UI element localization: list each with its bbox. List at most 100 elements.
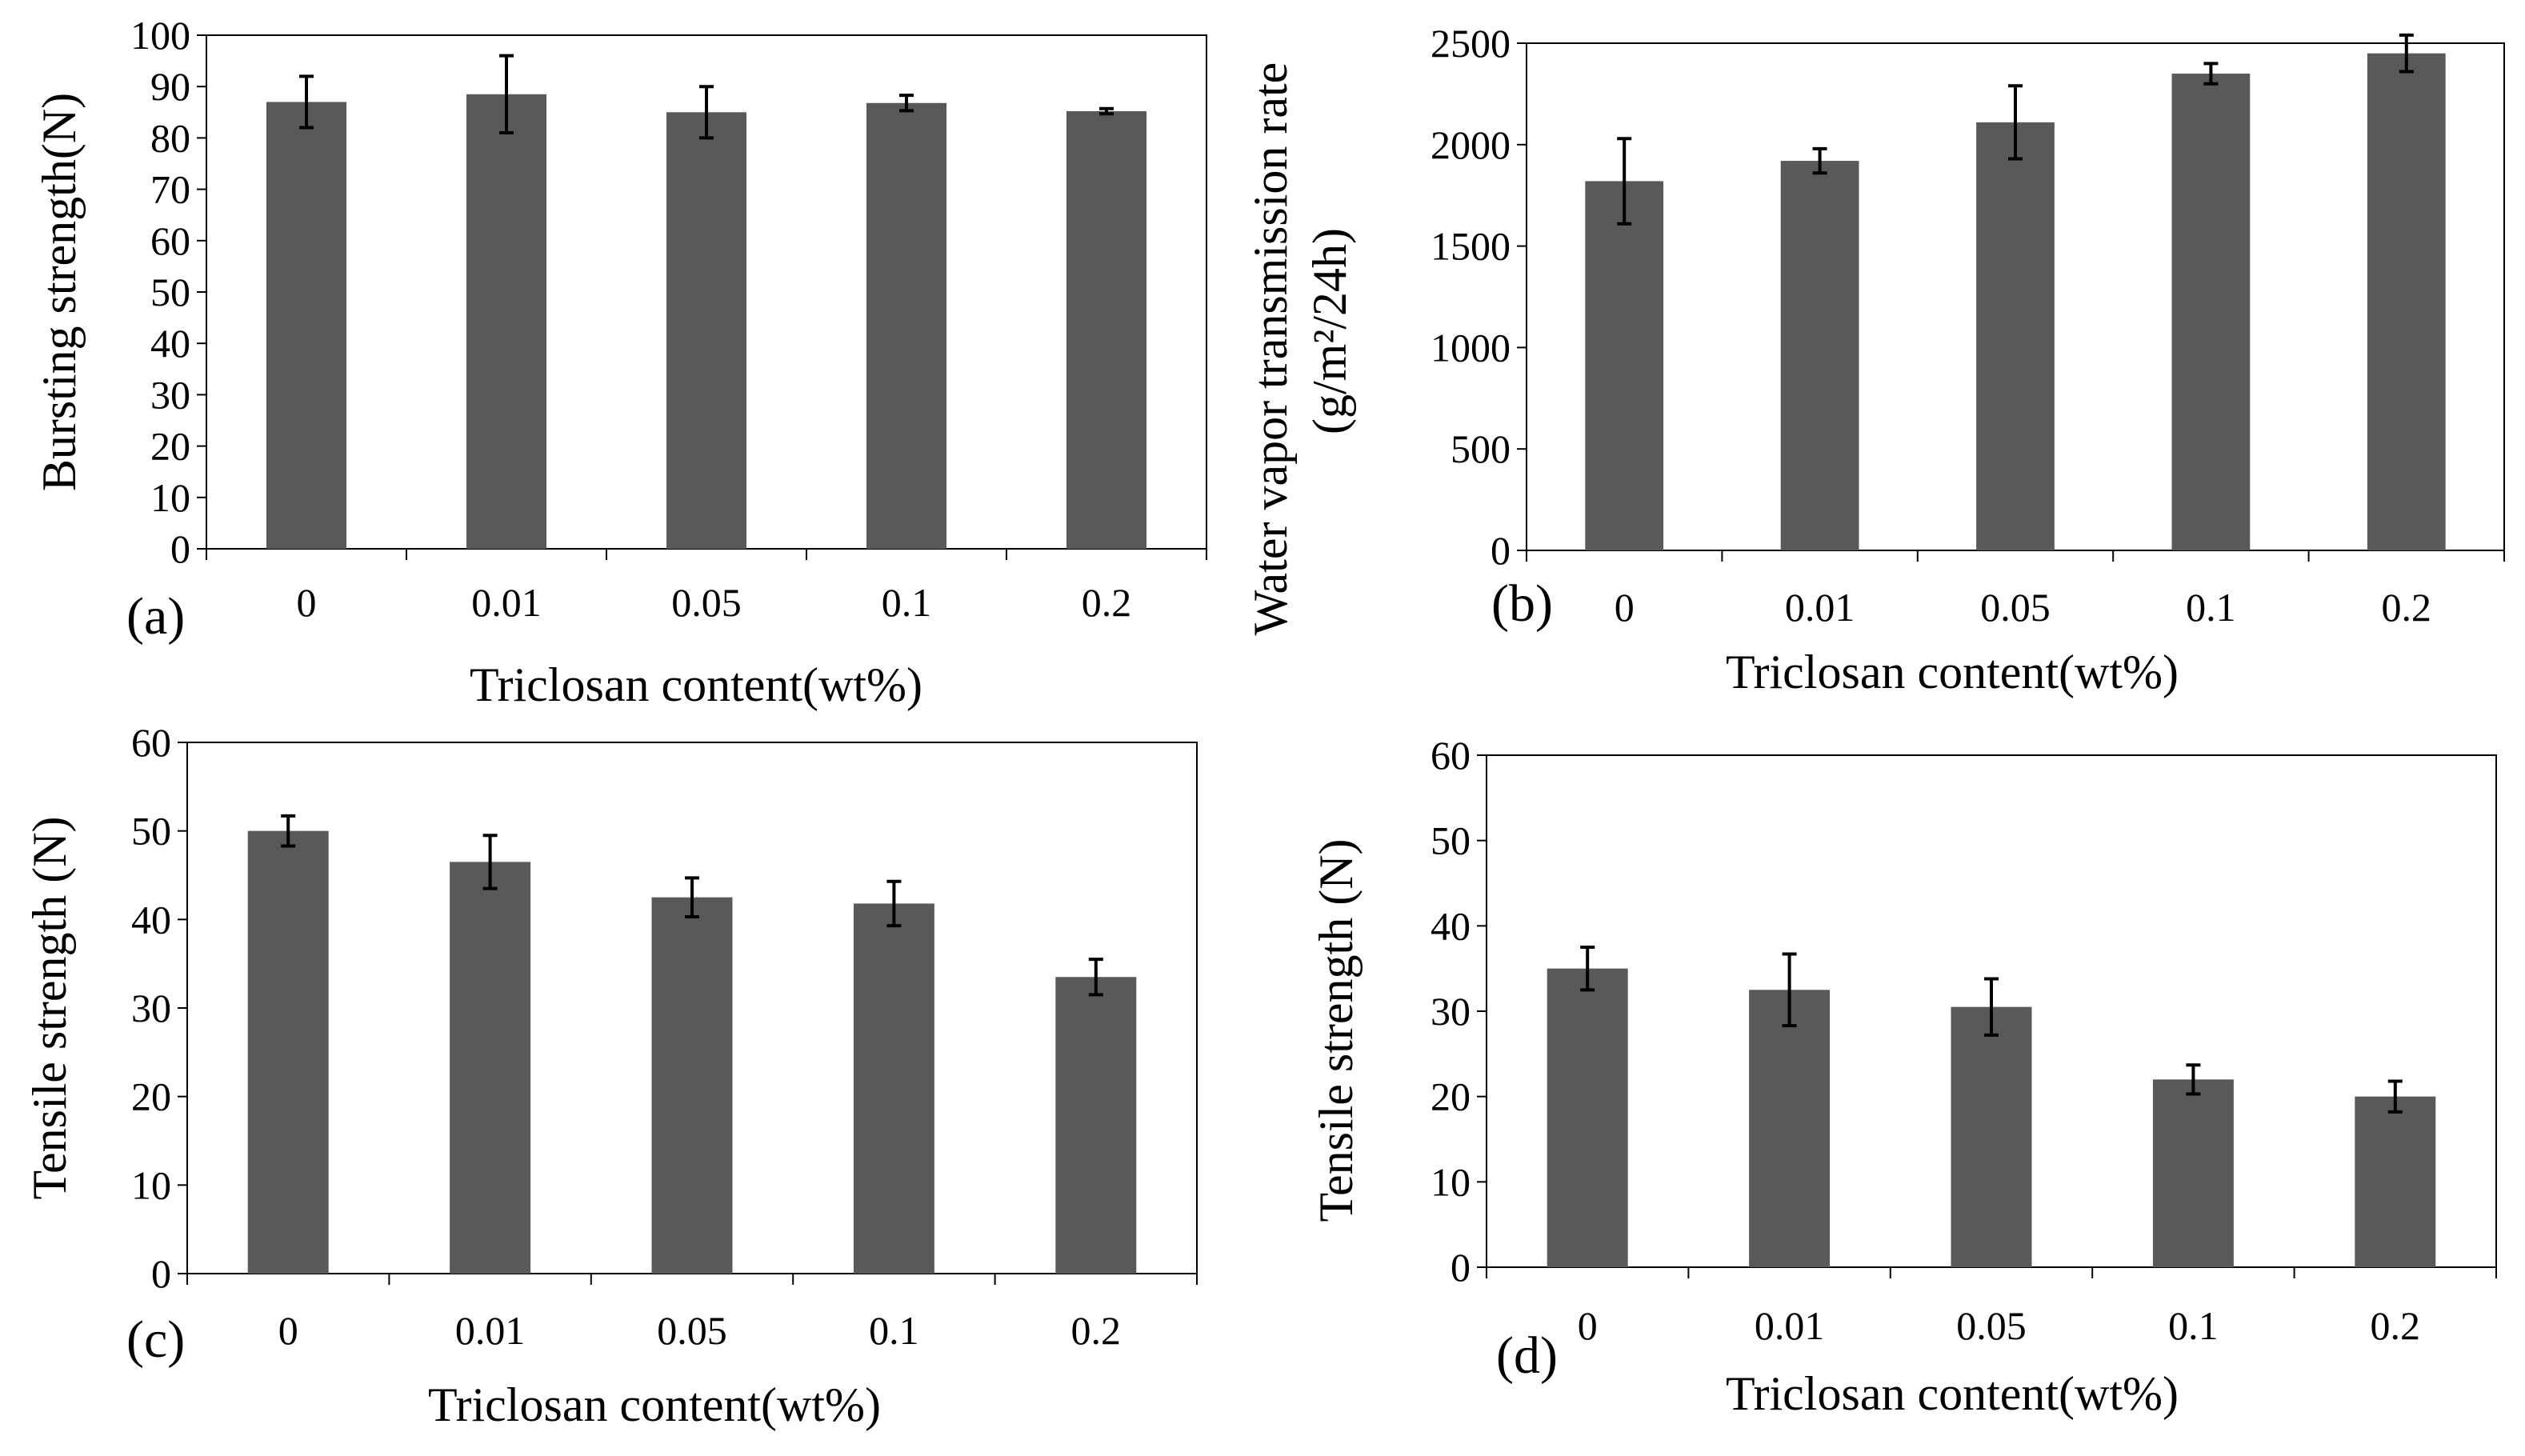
y-tick-label-b-3: 1500 — [1431, 224, 1511, 269]
x-axis-title-c: Triclosan content(wt%) — [428, 1378, 881, 1431]
x-tick-label-d-3: 0.1 — [2168, 1303, 2219, 1348]
x-axis-title-a: Triclosan content(wt%) — [470, 658, 922, 711]
bar-d-4 — [2355, 1096, 2436, 1267]
error-bar-b-4 — [2399, 33, 2414, 74]
x-tick-labels-a: 0 0.01 0.05 0.1 0.2 — [297, 580, 1132, 625]
bar-b-1 — [1780, 161, 1859, 550]
y-tick-label-b-0: 0 — [1491, 528, 1511, 573]
bar-d-2 — [1951, 1006, 2032, 1267]
y-tick-label-a-2: 20 — [150, 424, 190, 469]
panel-d: 0 10 20 30 40 50 60 0 0.01 0.05 0.1 0.2 Tensile st… — [1310, 733, 2497, 1420]
y-tick-label-a-9: 90 — [150, 64, 190, 109]
y-tick-label-a-1: 10 — [150, 475, 190, 520]
x-axis-title-b: Triclosan content(wt%) — [1726, 646, 2179, 698]
y-tick-label-d-0: 0 — [1451, 1245, 1471, 1290]
bar-d-0 — [1547, 968, 1628, 1267]
y-tick-label-a-7: 70 — [150, 167, 190, 212]
y-tick-label-c-1: 10 — [131, 1162, 171, 1207]
x-tick-label-c-2: 0.05 — [657, 1308, 727, 1353]
bar-b-0 — [1585, 181, 1664, 550]
panel-a: 0 10 20 30 40 50 60 70 80 90 100 0 0.01 0.05 0.1 0.2 B… — [33, 13, 1207, 711]
x-tick-label-c-3: 0.1 — [869, 1308, 919, 1353]
y-tick-label-a-6: 60 — [150, 218, 190, 263]
y-axis-ticks-b: 0 500 1000 1500 2000 2500 — [1431, 21, 2505, 573]
panel-b: 0 500 1000 1500 2000 2500 0 0.01 0.05 0.1 0.2 Wat… — [1244, 21, 2505, 698]
x-tick-label-a-2: 0.05 — [671, 580, 742, 625]
bar-b-2 — [1976, 122, 2055, 551]
bars-d — [1547, 946, 2436, 1267]
bar-d-1 — [1749, 990, 1831, 1267]
error-bar-c-4 — [1088, 958, 1103, 997]
x-axis-title-d: Triclosan content(wt%) — [1726, 1367, 2179, 1420]
x-tick-label-d-0: 0 — [1578, 1303, 1598, 1348]
y-tick-label-b-1: 500 — [1451, 426, 1511, 471]
error-bar-b-3 — [2203, 62, 2219, 86]
error-bar-c-3 — [886, 879, 902, 928]
y-tick-label-a-4: 40 — [150, 321, 190, 366]
bar-a-2 — [666, 112, 746, 550]
y-axis-ticks-a: 0 10 20 30 40 50 60 70 80 90 100 — [130, 13, 1207, 571]
error-bar-a-0 — [299, 74, 314, 130]
bar-b-4 — [2367, 53, 2446, 551]
x-tick-label-b-4: 0.2 — [2382, 585, 2432, 630]
bar-a-0 — [266, 102, 346, 549]
y-tick-label-c-0: 0 — [151, 1251, 171, 1296]
error-bar-c-1 — [482, 834, 498, 890]
x-tick-label-a-0: 0 — [297, 580, 317, 625]
y-tick-label-b-4: 2000 — [1431, 122, 1511, 167]
x-tick-label-b-1: 0.01 — [1785, 585, 1855, 630]
bar-d-3 — [2152, 1079, 2234, 1267]
error-bar-d-0 — [1580, 946, 1595, 992]
error-bar-b-0 — [1617, 137, 1632, 226]
y-tick-label-d-6: 60 — [1431, 733, 1471, 778]
x-tick-labels-d: 0 0.01 0.05 0.1 0.2 — [1578, 1303, 2420, 1348]
y-tick-label-b-5: 2500 — [1431, 21, 1511, 66]
error-bar-a-2 — [699, 85, 714, 140]
x-tick-label-a-4: 0.2 — [1082, 580, 1132, 625]
y-axis-title-c: Tensile strength (N) — [23, 816, 76, 1199]
bars-a — [266, 54, 1146, 550]
y-tick-label-c-5: 50 — [131, 809, 171, 854]
error-bar-c-0 — [281, 814, 296, 848]
panel-label-a: (a) — [126, 587, 185, 646]
y-tick-label-d-5: 50 — [1431, 818, 1471, 863]
bar-a-4 — [1066, 111, 1146, 550]
error-bar-d-3 — [2186, 1063, 2201, 1096]
y-axis-ticks-d: 0 10 20 30 40 50 60 — [1431, 733, 2497, 1290]
bar-c-3 — [853, 903, 934, 1274]
error-bar-a-1 — [499, 54, 514, 134]
error-bar-d-4 — [2387, 1079, 2403, 1114]
y-tick-label-c-2: 20 — [131, 1074, 171, 1119]
y-tick-label-d-1: 10 — [1431, 1159, 1471, 1204]
x-tick-label-d-2: 0.05 — [1956, 1303, 2027, 1348]
y-tick-label-a-3: 30 — [150, 372, 190, 417]
bar-c-1 — [450, 862, 531, 1274]
bar-c-4 — [1055, 977, 1137, 1274]
x-tick-labels-b: 0 0.01 0.05 0.1 0.2 — [1615, 585, 2431, 630]
x-tick-label-d-1: 0.01 — [1755, 1303, 1825, 1348]
bars-b — [1585, 33, 2446, 551]
error-bar-b-2 — [2008, 84, 2023, 161]
panel-label-b: (b) — [1491, 574, 1553, 633]
bar-a-1 — [466, 94, 546, 549]
y-axis-subtitle-b: (g/m²/24h) — [1303, 228, 1356, 434]
x-tick-label-c-4: 0.2 — [1071, 1308, 1122, 1353]
y-tick-label-a-8: 80 — [150, 115, 190, 160]
error-bar-a-3 — [899, 94, 914, 113]
x-tick-label-b-0: 0 — [1615, 585, 1635, 630]
bars-c — [247, 814, 1137, 1274]
y-tick-label-b-2: 1000 — [1431, 325, 1511, 370]
bar-a-3 — [866, 102, 946, 549]
bar-c-2 — [651, 897, 733, 1274]
y-tick-label-d-4: 40 — [1431, 903, 1471, 948]
x-tick-label-c-0: 0 — [278, 1308, 298, 1353]
error-bar-b-1 — [1812, 146, 1827, 175]
y-axis-ticks-c: 0 10 20 30 40 50 60 — [131, 720, 1198, 1296]
y-tick-label-a-0: 0 — [170, 526, 190, 571]
error-bar-a-4 — [1099, 106, 1114, 116]
x-tick-label-c-1: 0.01 — [455, 1308, 526, 1353]
x-tick-label-b-2: 0.05 — [1980, 585, 2051, 630]
y-tick-label-a-10: 100 — [130, 13, 190, 58]
x-tick-label-a-3: 0.1 — [882, 580, 932, 625]
